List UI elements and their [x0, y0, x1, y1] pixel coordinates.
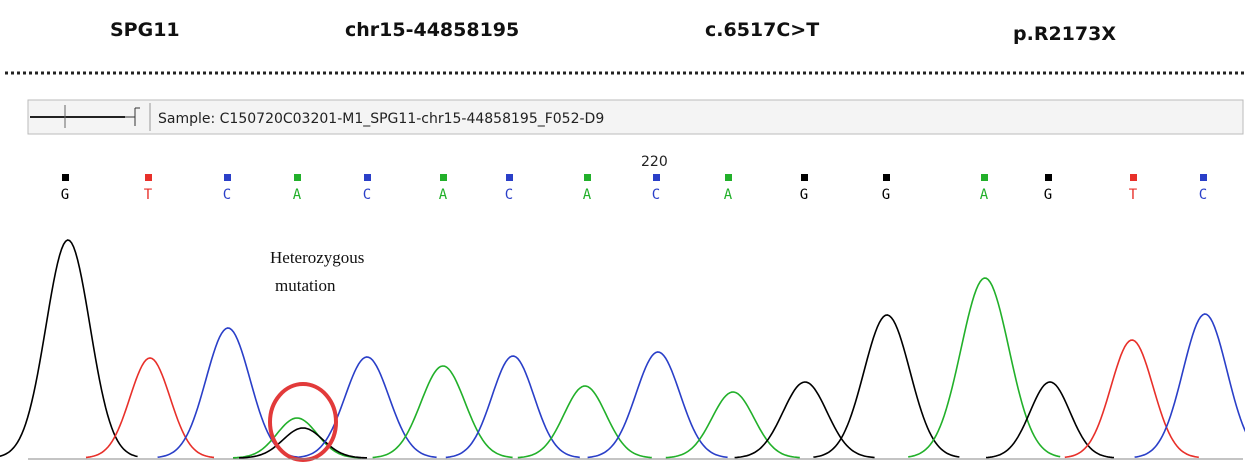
annotation-line: mutation [275, 276, 336, 295]
base-marker [801, 174, 808, 181]
base-marker [653, 174, 660, 181]
base-call: C [1199, 187, 1207, 203]
base-call: A [439, 187, 448, 203]
sample-label: Sample: C150720C03201-M1_SPG11-chr15-448… [158, 111, 604, 127]
base-marker [145, 174, 152, 181]
base-call: T [1129, 187, 1138, 203]
base-call: G [1044, 187, 1052, 203]
trace-peak [446, 356, 580, 457]
base-call: C [652, 187, 660, 203]
base-marker [584, 174, 591, 181]
base-marker [725, 174, 732, 181]
trace-peak [666, 392, 800, 458]
base-marker [981, 174, 988, 181]
base-marker [1045, 174, 1052, 181]
trace-peak [297, 357, 437, 457]
base-marker [1130, 174, 1137, 181]
base-marker [506, 174, 513, 181]
base-marker [883, 174, 890, 181]
base-call: G [882, 187, 890, 203]
trace-peak [0, 240, 138, 457]
base-marker [364, 174, 371, 181]
annotation-line: Heterozygous [270, 248, 364, 267]
trace-peak [158, 328, 298, 457]
base-marker [62, 174, 69, 181]
trace-peak [233, 418, 361, 458]
base-call: A [293, 187, 302, 203]
protein-change: p.R2173X [1013, 23, 1116, 45]
base-call: G [61, 187, 69, 203]
base-call: G [800, 187, 808, 203]
base-call: C [363, 187, 371, 203]
base-call: A [980, 187, 989, 203]
trace-peak [908, 278, 1060, 457]
base-marker [440, 174, 447, 181]
base-marker [1200, 174, 1207, 181]
base-call: A [724, 187, 733, 203]
mutation-circle [270, 384, 336, 460]
genomic-position: chr15-44858195 [345, 19, 519, 41]
trace-peak [239, 428, 367, 458]
trace-peak [518, 386, 652, 458]
base-call: A [583, 187, 592, 203]
trace-peak [813, 315, 959, 457]
base-call: T [144, 187, 153, 203]
trace-peak [588, 352, 728, 457]
trace-peak [373, 366, 513, 458]
chromatogram-figure: SPG11 chr15-44858195 c.6517C>T p.R2173X … [0, 0, 1245, 466]
trace-peak [1135, 314, 1245, 457]
position-label: 220 [641, 154, 668, 170]
gene-label: SPG11 [110, 19, 180, 41]
trace-peak [1065, 340, 1199, 457]
base-marker [224, 174, 231, 181]
cdna-change: c.6517C>T [705, 19, 819, 41]
traces [0, 240, 1245, 458]
base-call: C [505, 187, 513, 203]
trace-peak [986, 382, 1114, 458]
base-call: C [223, 187, 231, 203]
base-marker [294, 174, 301, 181]
